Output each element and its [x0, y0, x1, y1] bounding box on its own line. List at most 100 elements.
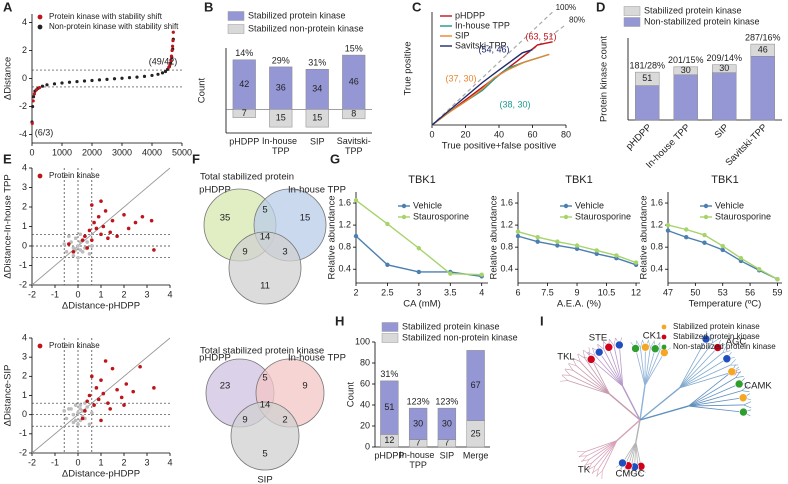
tree-branch [594, 355, 624, 387]
legend-swatch [37, 343, 43, 349]
reference-label: 80% [569, 16, 585, 25]
marker [479, 272, 484, 277]
kinase-group-label: CMGC [615, 469, 644, 480]
legend-swatch [623, 6, 641, 16]
bar [673, 66, 698, 76]
x-tick-label: 4 [167, 457, 172, 467]
y-tick-label: 1.2 [650, 219, 663, 229]
point [87, 422, 92, 427]
kinase-group-label: STE [589, 333, 607, 344]
marker [385, 262, 390, 267]
bar [750, 43, 775, 57]
point [92, 220, 96, 225]
panel-letter: I [540, 313, 544, 328]
panel-letter: A [3, 0, 13, 14]
point [94, 226, 99, 231]
tree-branch [591, 440, 618, 464]
bar [232, 109, 256, 118]
marker [665, 222, 671, 228]
y-tick-label: -1 [19, 428, 27, 438]
legend-label: Stabilized protein kinase [644, 5, 742, 15]
point [101, 224, 106, 229]
kinase-dot [615, 340, 624, 350]
bar [380, 380, 399, 435]
point [75, 79, 79, 84]
bar [305, 109, 329, 128]
point [108, 407, 112, 411]
x-tick-label: 7.5 [541, 287, 554, 297]
y-tick-label: -2 [19, 101, 27, 111]
bar-label: 8 [351, 108, 356, 118]
point [96, 397, 101, 402]
ratio-label: 123% [435, 397, 458, 407]
tree-branch [679, 371, 733, 389]
venn-region-value: 11 [260, 281, 270, 292]
line [431, 53, 550, 126]
x-tick-label: 4 [479, 287, 484, 297]
point [105, 77, 109, 81]
x-tick-label: -1 [51, 289, 59, 299]
kinase-group-label: TK [578, 465, 591, 476]
legend-label: Non-stabilized protein kinase [644, 16, 760, 26]
venn-region-value: 3 [282, 247, 287, 258]
point [152, 386, 156, 390]
y-tick-label: 2 [22, 371, 27, 381]
point [71, 412, 76, 417]
point [78, 407, 83, 411]
point [112, 77, 117, 81]
tree-branch [688, 397, 744, 407]
point [67, 242, 71, 246]
point [64, 250, 69, 254]
marker [535, 235, 540, 240]
y-tick-label: 2 [22, 201, 27, 211]
tree-branch [579, 361, 610, 395]
tree-twig [735, 376, 744, 378]
legend-swatch [37, 14, 43, 20]
tree-branch [644, 347, 651, 386]
legend-label: Stabilized protein kinase [402, 321, 500, 331]
y-tick-label: 40 [360, 399, 370, 409]
marker [555, 239, 560, 244]
tree-twig [592, 347, 596, 356]
point [90, 410, 94, 415]
marker [555, 243, 560, 248]
marker [614, 253, 619, 258]
y-tick-label: 1.6 [500, 197, 513, 207]
venn-set-label: SIP [257, 475, 272, 484]
x-tick-label: 2 [121, 457, 126, 467]
point [80, 238, 85, 242]
x-tick-label: 6 [515, 287, 520, 297]
marker [757, 267, 762, 272]
x-tick-label: pHDPP [624, 122, 654, 152]
point [90, 78, 94, 83]
y-tick-label: -2 [19, 279, 27, 289]
tree-twig [561, 375, 569, 381]
point [115, 387, 119, 392]
tree-branch [688, 390, 742, 407]
kinase-dot [631, 344, 640, 353]
diagonal-line [31, 337, 171, 454]
tree-twig [578, 451, 586, 458]
x-tick-label: Merge [463, 450, 489, 460]
point [37, 86, 42, 90]
legend-swatch [381, 322, 399, 332]
x-tick-label: SIP [713, 122, 732, 141]
tree-branch [639, 405, 689, 421]
point [110, 366, 115, 371]
tree-branch [608, 347, 624, 387]
tree-branch [635, 419, 641, 443]
marker [720, 243, 725, 249]
point [133, 220, 138, 225]
marker [416, 246, 422, 251]
point [83, 409, 87, 413]
kinase-dot [650, 344, 660, 353]
bar [712, 64, 737, 73]
panel-letter: G [330, 151, 340, 166]
point [90, 238, 94, 242]
marker [353, 233, 359, 239]
tree-twig [582, 350, 586, 359]
bar [635, 71, 660, 86]
marker [448, 271, 453, 276]
y-tick-label: 3 [22, 182, 27, 192]
point [106, 401, 110, 405]
